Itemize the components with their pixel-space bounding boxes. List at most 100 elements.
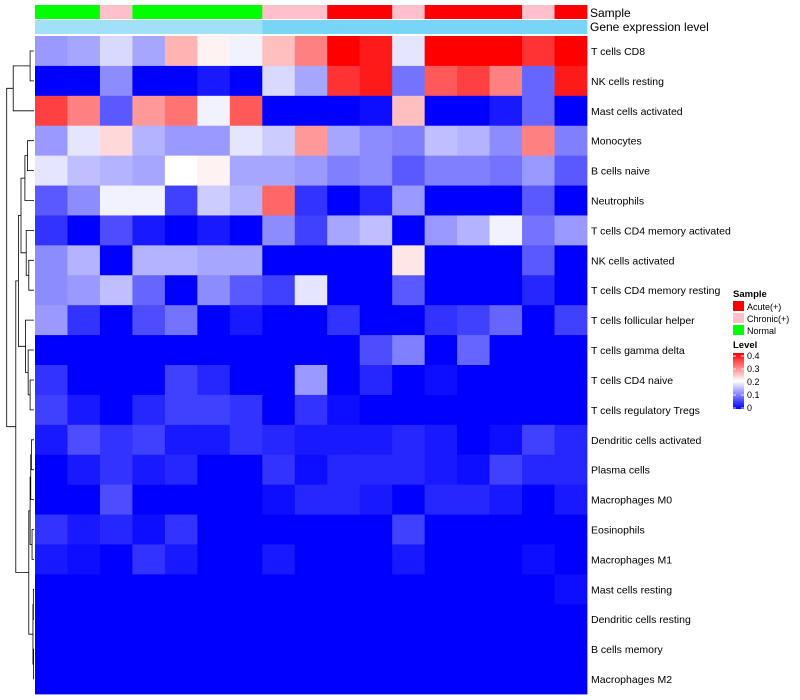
heatmap-cell <box>99 36 133 67</box>
heatmap-cell <box>67 394 101 426</box>
heatmap-cell <box>489 36 523 67</box>
heatmap-cell <box>392 424 426 456</box>
heatmap-cell <box>99 275 133 306</box>
heatmap-cell <box>554 95 588 127</box>
heatmap-cell <box>294 514 328 545</box>
heatmap-cell <box>67 215 101 246</box>
dendrogram-branch <box>31 439 34 471</box>
heatmap-cell <box>327 215 361 246</box>
heatmap-cell <box>489 305 523 336</box>
heatmap-cell <box>197 454 231 486</box>
heatmap-cell <box>554 634 588 665</box>
heatmap-cell <box>35 544 68 575</box>
heatmap-cell <box>164 95 198 127</box>
gene-annotation-cell <box>489 20 523 34</box>
heatmap-cell <box>99 245 133 276</box>
heatmap-cell <box>294 484 328 515</box>
heatmap-cell <box>489 664 523 695</box>
heatmap-cell <box>164 514 198 545</box>
dendrogram-branch <box>18 215 26 347</box>
heatmap-cell <box>294 275 328 306</box>
gene-annotation-cell <box>522 20 555 34</box>
heatmap-cell <box>164 335 198 366</box>
sample-legend-title: Sample <box>733 289 767 300</box>
heatmap-cell <box>262 514 296 545</box>
heatmap-cell <box>197 424 231 456</box>
heatmap-cell <box>132 424 166 456</box>
heatmap-cell <box>457 454 490 486</box>
heatmap-cell <box>164 65 198 97</box>
legend-swatch-chronic <box>733 313 744 323</box>
row-label: Mast cells resting <box>591 584 672 596</box>
heatmap-cell <box>197 305 231 336</box>
heatmap-cell <box>294 574 328 605</box>
row-label: Macrophages M2 <box>591 674 672 686</box>
heatmap-cell <box>554 305 588 336</box>
row-label: Mast cells activated <box>591 106 683 118</box>
heatmap-cell <box>457 305 490 336</box>
heatmap-cell <box>35 484 68 515</box>
legend-label-normal: Normal <box>747 326 776 336</box>
dendrogram-branch <box>20 177 27 254</box>
heatmap-cell <box>197 65 231 97</box>
heatmap-cell <box>424 514 458 545</box>
heatmap-cell <box>262 215 296 246</box>
heatmap-cell <box>392 484 426 515</box>
sample-annotation-cell <box>327 5 361 19</box>
heatmap-cell <box>229 424 263 456</box>
heatmap-cell <box>359 245 393 276</box>
heatmap-cell <box>294 65 328 97</box>
heatmap-cell <box>327 305 361 336</box>
heatmap-cell <box>554 604 588 635</box>
heatmap-cell <box>35 424 68 456</box>
heatmap-cell <box>99 95 133 127</box>
heatmap-cell <box>489 424 523 456</box>
dendrogram-branch <box>29 50 34 82</box>
heatmap-cell <box>554 155 588 186</box>
heatmap-cell <box>35 634 68 665</box>
row-label: T cells CD4 naive <box>591 375 673 387</box>
heatmap-cell <box>262 155 296 186</box>
gene-annotation-cell <box>262 20 296 34</box>
heatmap-cell <box>99 574 133 605</box>
heatmap-cell <box>262 664 296 695</box>
heatmap-cell <box>99 65 133 97</box>
heatmap-cell <box>554 664 588 695</box>
sample-annotation-cell <box>229 5 263 19</box>
heatmap-cell <box>132 215 166 246</box>
heatmap-cell <box>522 275 555 306</box>
heatmap-cell <box>424 634 458 665</box>
gene-annotation-cell <box>164 20 198 34</box>
heatmap-cell <box>424 664 458 695</box>
sample-annotation-cell <box>359 5 393 19</box>
heatmap-cell <box>67 245 101 276</box>
heatmap-cell <box>132 65 166 97</box>
heatmap-cell <box>262 95 296 127</box>
heatmap-cell <box>327 454 361 486</box>
heatmap-cell <box>132 544 166 575</box>
heatmap-cell <box>229 604 263 635</box>
heatmap-cell <box>327 185 361 216</box>
heatmap-cell <box>229 95 263 127</box>
heatmap-cell <box>294 604 328 635</box>
gene-annotation-cell <box>99 20 133 34</box>
heatmap-cell <box>359 634 393 665</box>
heatmap-cell <box>35 95 68 127</box>
row-label: NK cells activated <box>591 255 675 267</box>
heatmap-cell <box>67 95 101 127</box>
heatmap-cell <box>229 65 263 97</box>
heatmap-cell <box>132 125 166 157</box>
row-label: NK cells resting <box>591 76 664 88</box>
heatmap-cell <box>99 514 133 545</box>
heatmap-cell <box>67 514 101 545</box>
heatmap-cell <box>424 95 458 127</box>
row-label: T cells CD8 <box>591 46 645 58</box>
heatmap-cell <box>132 394 166 426</box>
heatmap-cell <box>554 125 588 157</box>
heatmap-cell <box>197 245 231 276</box>
sample-annotation-cell <box>489 5 523 19</box>
heatmap-cell <box>67 574 101 605</box>
heatmap-cell <box>489 484 523 515</box>
heatmap-cell <box>327 394 361 426</box>
sample-track-label: Sample <box>590 6 631 20</box>
